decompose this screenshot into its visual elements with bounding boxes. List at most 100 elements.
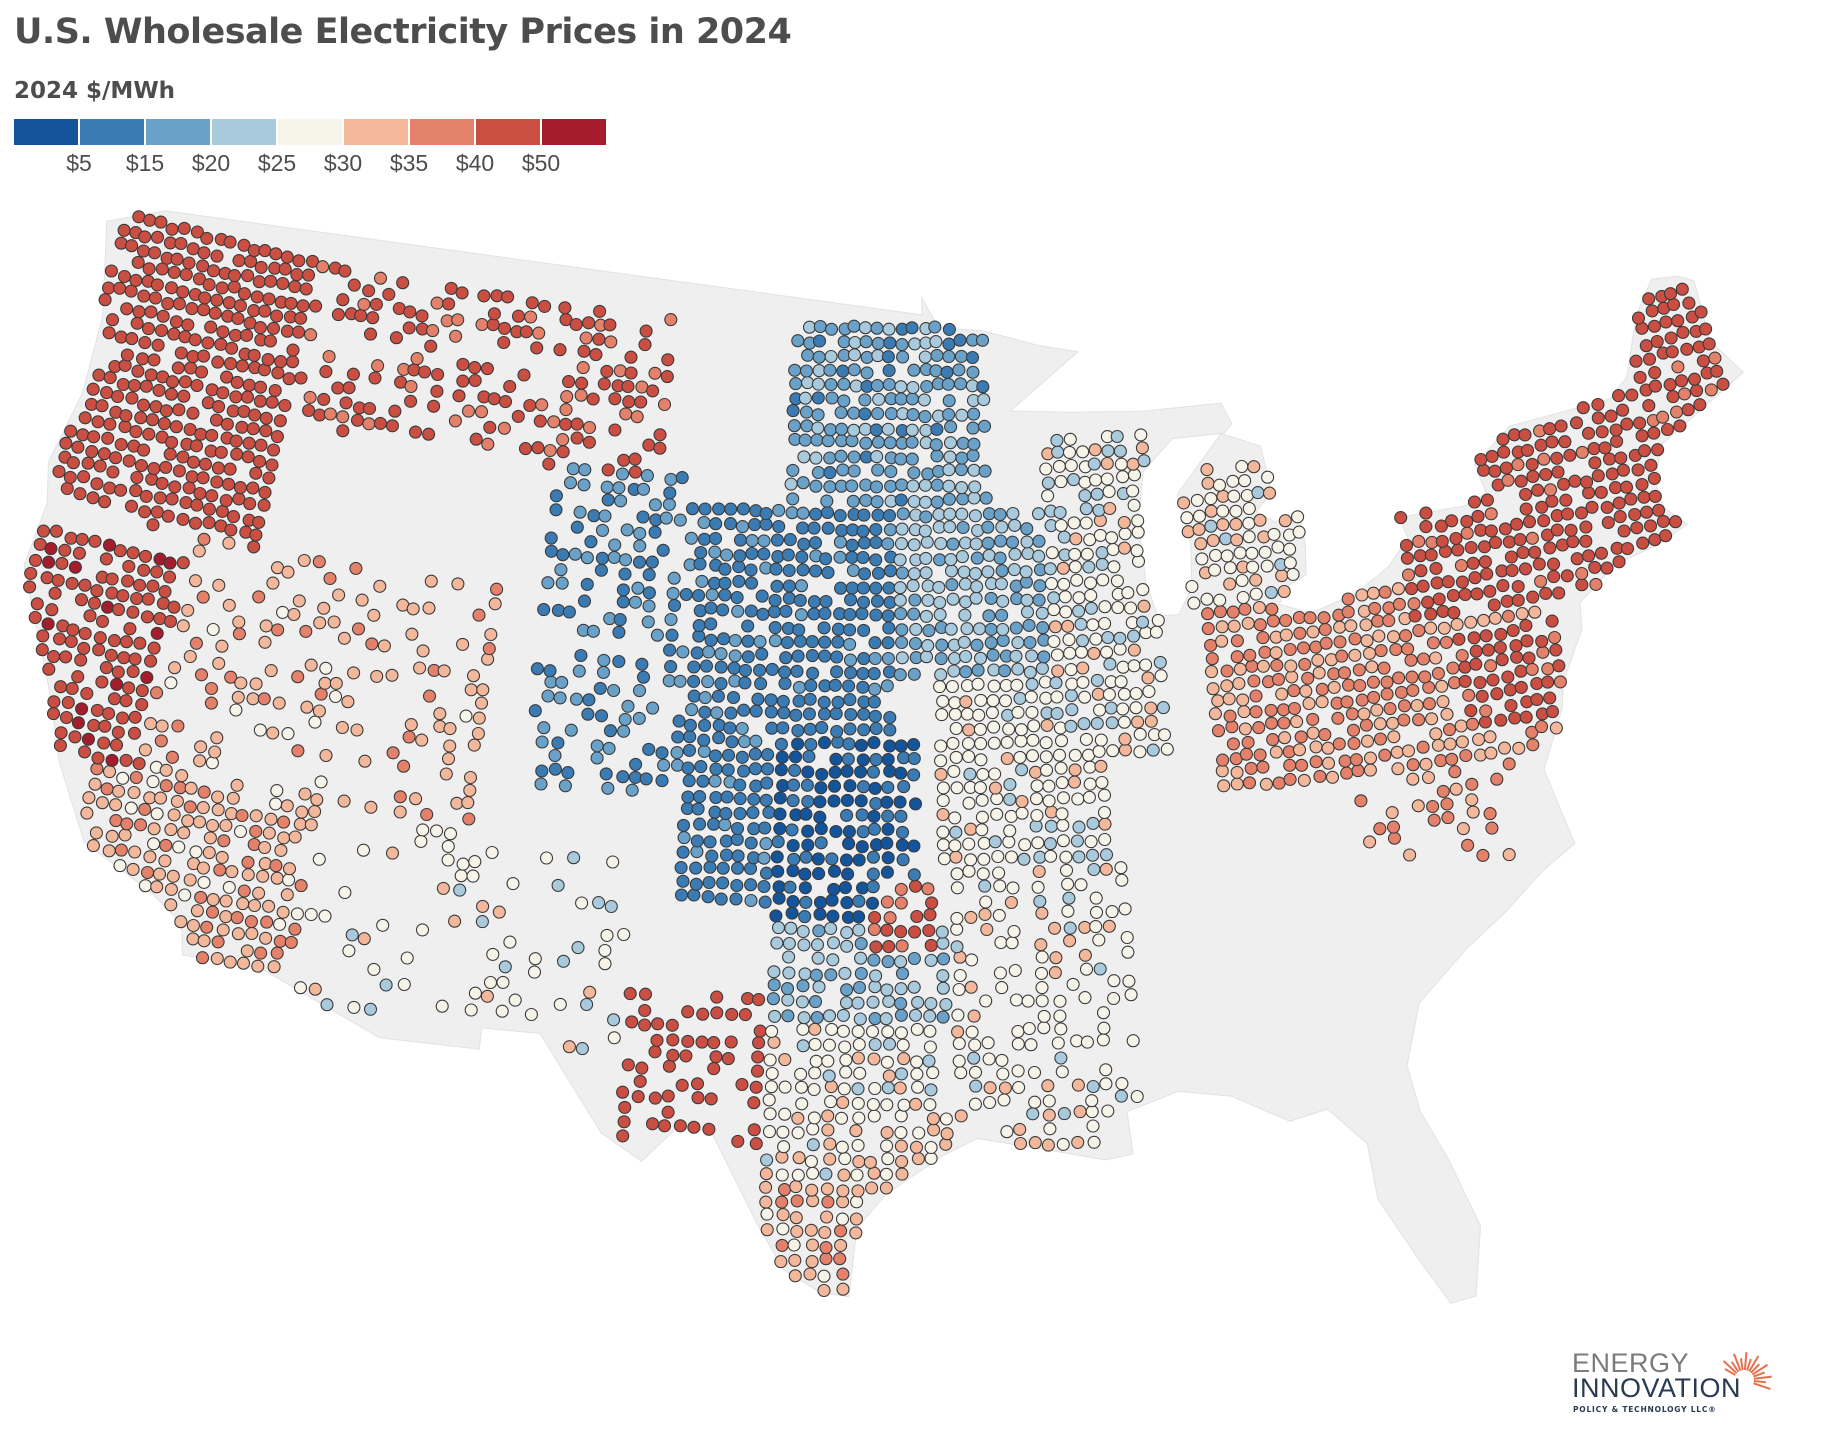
price-dot [259,619,273,633]
price-dot [192,272,206,286]
price-dot [1051,1036,1065,1050]
price-dot [847,423,861,437]
price-dot [1215,634,1229,648]
price-dot [548,748,562,763]
sun-ray [1753,1371,1766,1378]
price-dot [1035,994,1049,1008]
price-dot [143,850,157,864]
price-dot [385,419,399,433]
price-dot [142,427,156,441]
price-dot [725,735,739,749]
price-dot [1394,685,1409,699]
price-dot [1319,636,1333,650]
price-dot [1392,597,1406,611]
price-dot [1429,561,1443,575]
price-dot [205,818,220,833]
price-dot [144,654,158,668]
price-dot [230,447,244,461]
price-dot [317,392,331,406]
price-dot [490,582,504,596]
price-dot [856,780,871,794]
sun-ray [1733,1353,1742,1372]
price-dot [1609,423,1623,437]
price-dot [854,765,868,779]
price-dot [834,449,848,463]
price-dot [345,928,359,942]
price-dot [290,268,304,282]
price-dot [882,509,897,523]
price-dot [1086,848,1100,862]
price-dot [659,511,673,525]
price-dot [703,860,717,874]
price-dot [1110,574,1124,588]
price-dot [497,335,511,350]
price-dot [929,364,943,378]
price-dot [946,592,960,606]
price-dot [1017,852,1031,866]
price-dot [698,502,712,516]
price-dot [843,653,858,667]
price-dot [487,392,501,406]
price-dot [257,498,271,512]
price-dot [1487,598,1501,612]
price-dot [461,404,476,418]
price-dot [217,834,231,848]
price-dot [745,534,759,548]
price-dot [727,661,741,675]
price-dot [1056,791,1071,805]
price-dot [930,449,944,463]
price-dot [1456,822,1470,836]
price-dot [276,605,290,619]
price-dot [304,328,318,342]
price-dot [852,923,866,937]
price-dot [1096,1006,1111,1020]
price-dot [186,932,200,946]
price-dot [840,896,854,910]
price-dot [337,794,351,808]
price-dot [1642,399,1656,413]
price-dot [1435,679,1449,693]
price-dot [1483,584,1497,598]
price-dot [1024,690,1038,704]
price-dot [42,662,56,676]
price-dot [1052,459,1066,473]
price-dot [1537,514,1551,528]
price-dot [338,264,352,278]
price-dot [839,1065,853,1079]
price-dot [843,623,857,637]
price-dot [744,563,758,577]
price-dot [771,921,786,935]
price-dot [776,721,790,735]
price-dot [775,750,789,764]
price-dot [415,923,430,937]
price-dot [159,838,173,852]
price-dot [598,509,612,523]
price-dot [556,445,570,459]
price-dot [632,711,646,725]
price-dot [943,450,957,464]
price-dot [442,297,456,311]
price-dot [921,882,935,896]
price-dot [681,1005,695,1019]
price-dot [975,823,989,837]
legend-tick: $40 [455,150,495,176]
price-dot [236,897,250,911]
price-dot [443,722,457,736]
price-dot [710,1006,724,1020]
price-dot [1493,640,1507,655]
price-dot [1054,475,1068,489]
price-dot [1419,520,1433,534]
price-dot [646,701,660,715]
price-dot [1630,521,1644,535]
price-dot [1397,713,1411,727]
price-dot [195,951,210,965]
price-dot [1055,1065,1069,1079]
price-dot [773,807,787,821]
price-dot [751,692,765,706]
price-dot [939,1137,953,1151]
price-dot [738,1008,752,1022]
price-dot [1095,557,1109,571]
price-dot [1349,753,1363,767]
price-dot [1040,718,1054,732]
price-dot [443,739,457,753]
